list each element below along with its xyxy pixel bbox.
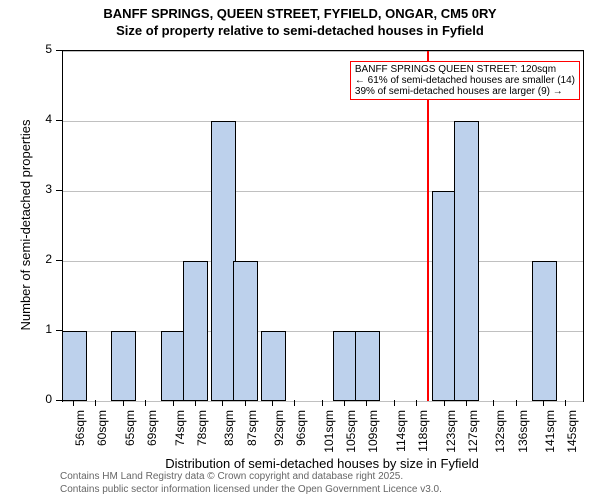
xtick [95,400,96,406]
xtick-label: 141sqm [543,410,557,500]
xtick-label: 127sqm [466,410,480,500]
xtick [195,400,196,406]
xtick [272,400,273,406]
bar [233,261,258,401]
bar [355,331,380,401]
title-line1: BANFF SPRINGS, QUEEN STREET, FYFIELD, ON… [0,6,600,21]
marker-callout: BANFF SPRINGS QUEEN STREET: 120sqm← 61% … [350,61,580,100]
x-axis-label: Distribution of semi-detached houses by … [62,456,582,471]
callout-line1: BANFF SPRINGS QUEEN STREET: 120sqm [355,64,575,75]
xtick [245,400,246,406]
footer-line2: Contains public sector information licen… [60,483,442,496]
gridline [63,261,583,262]
xtick [73,400,74,406]
bar [111,331,136,401]
xtick [466,400,467,406]
bar [454,121,479,401]
ytick [56,400,62,401]
gridline [63,331,583,332]
footer-line1: Contains HM Land Registry data © Crown c… [60,470,403,483]
gridline [63,401,583,402]
gridline [63,51,583,52]
xtick [173,400,174,406]
xtick-label: 136sqm [516,410,530,500]
xtick [294,400,295,406]
xtick [516,400,517,406]
plot-area [62,50,584,402]
callout-line2: ← 61% of semi-detached houses are smalle… [355,75,575,86]
ytick [56,330,62,331]
xtick [145,400,146,406]
xtick [444,400,445,406]
gridline [63,121,583,122]
xtick-label: 132sqm [493,410,507,500]
y-axis-label: Number of semi-detached properties [18,50,33,400]
ytick [56,190,62,191]
xtick-label: 123sqm [444,410,458,500]
ytick [56,50,62,51]
bar [183,261,208,401]
xtick [394,400,395,406]
xtick [565,400,566,406]
gridline [63,191,583,192]
marker-line [427,51,429,401]
xtick [366,400,367,406]
ytick [56,120,62,121]
bar [532,261,557,401]
callout-line3: 39% of semi-detached houses are larger (… [355,86,575,97]
xtick [322,400,323,406]
xtick [416,400,417,406]
xtick [222,400,223,406]
xtick-label: 145sqm [565,410,579,500]
xtick [344,400,345,406]
xtick [543,400,544,406]
title-line2: Size of property relative to semi-detach… [0,23,600,38]
xtick [123,400,124,406]
bar [261,331,286,401]
ytick [56,260,62,261]
bar [62,331,87,401]
xtick [493,400,494,406]
